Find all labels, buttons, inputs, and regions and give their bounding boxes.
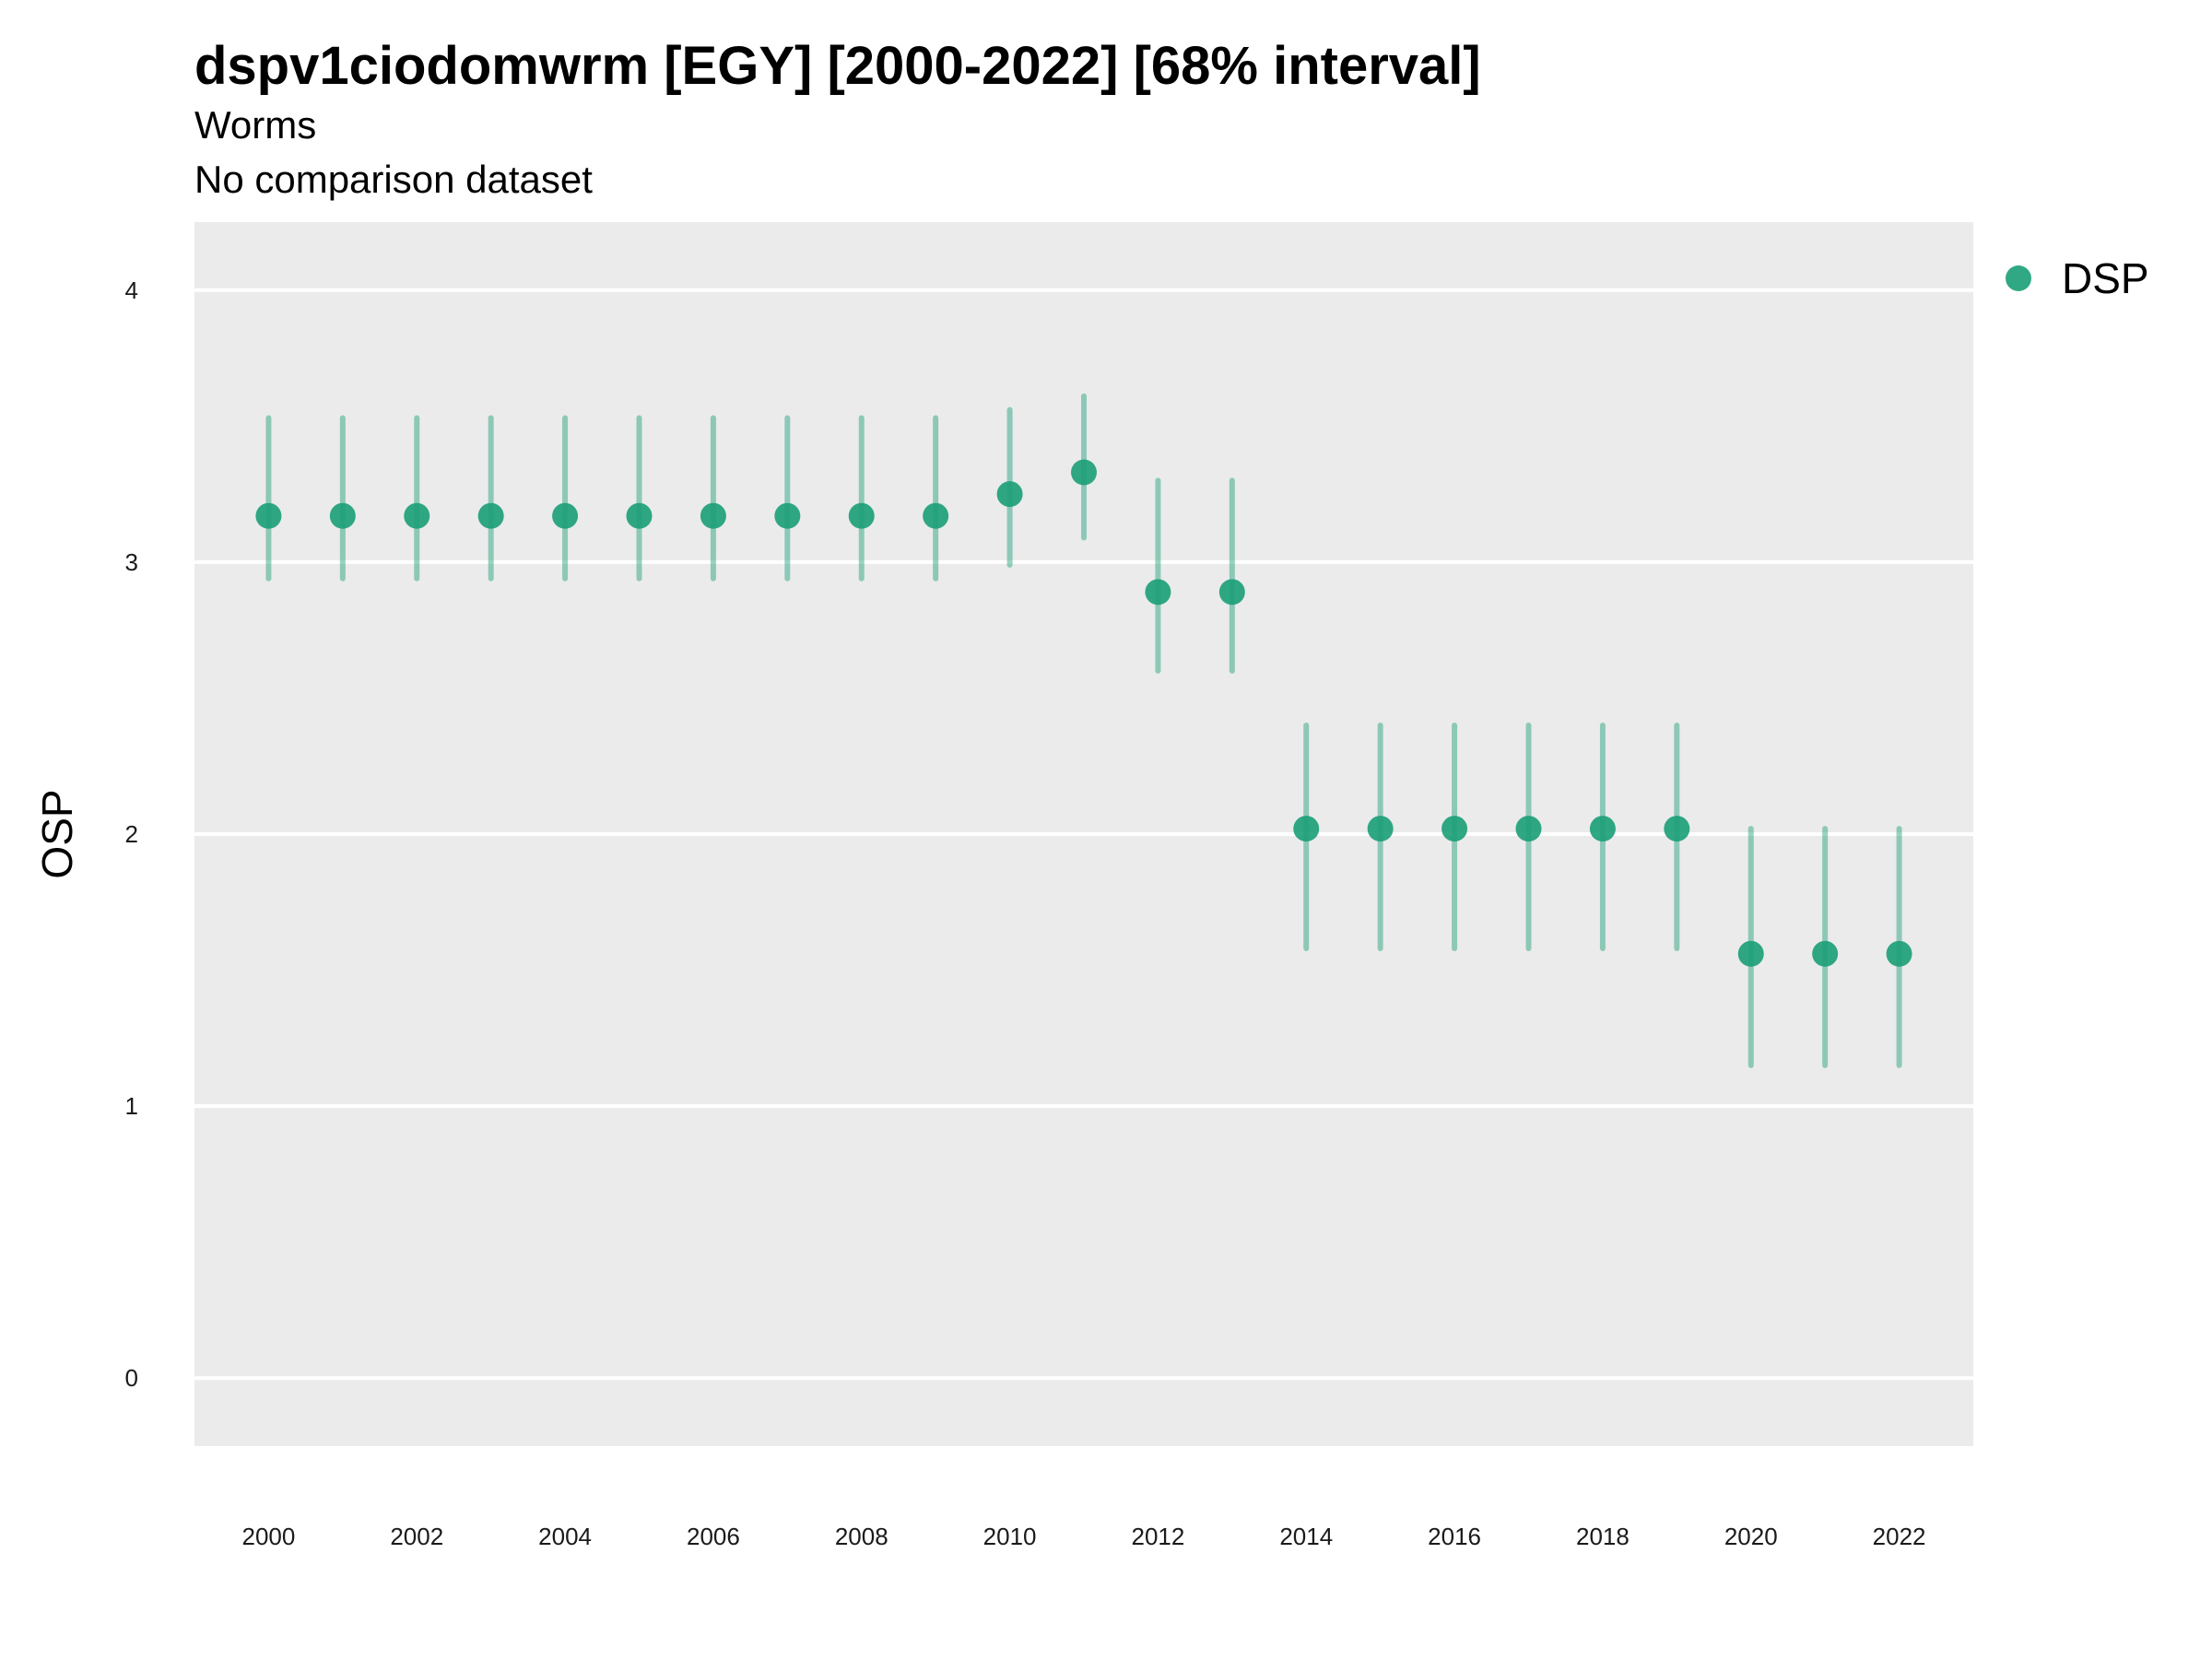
- x-tick-label-2000: 2000: [241, 1523, 295, 1550]
- x-tick-label-2004: 2004: [538, 1523, 592, 1550]
- data-point-2003: [477, 502, 504, 529]
- data-point-2021: [1812, 940, 1839, 967]
- x-tick-label-2008: 2008: [835, 1523, 888, 1550]
- data-point-2020: [1737, 940, 1764, 967]
- x-tick-label-2018: 2018: [1576, 1523, 1630, 1550]
- x-tick-label-2014: 2014: [1279, 1523, 1333, 1550]
- y-tick-label-0: 0: [125, 1364, 138, 1392]
- data-points: [255, 459, 1912, 967]
- data-point-2009: [923, 502, 949, 529]
- x-tick-label-2012: 2012: [1131, 1523, 1184, 1550]
- legend-label-dsp: DSP: [2062, 254, 2149, 302]
- data-point-2018: [1589, 816, 1616, 842]
- x-tick-label-2002: 2002: [390, 1523, 443, 1550]
- data-point-2013: [1218, 579, 1245, 606]
- y-axis-label: OSP: [33, 789, 81, 878]
- data-point-2017: [1515, 816, 1542, 842]
- data-point-2012: [1145, 579, 1171, 606]
- data-point-2019: [1664, 816, 1690, 842]
- data-point-2005: [626, 502, 653, 529]
- y-tick-label-4: 4: [125, 276, 138, 304]
- y-tick-label-2: 2: [125, 820, 138, 848]
- legend: DSP: [2006, 254, 2149, 302]
- legend-key-dsp: [2006, 265, 2031, 291]
- y-tick-label-3: 3: [125, 548, 138, 576]
- x-tick-label-2016: 2016: [1428, 1523, 1481, 1550]
- y-tick-labels: 0 1 2 3 4: [125, 276, 138, 1392]
- data-point-2010: [996, 481, 1023, 508]
- chart-title: dspv1ciodomwrm [EGY] [2000-2022] [68% in…: [194, 36, 1481, 96]
- data-point-2011: [1071, 459, 1097, 486]
- data-point-2001: [329, 502, 356, 529]
- data-point-2022: [1886, 940, 1912, 967]
- data-point-2000: [255, 502, 282, 529]
- data-point-2006: [700, 502, 726, 529]
- chart-subtitle: Worms: [194, 103, 317, 147]
- x-tick-label-2006: 2006: [687, 1523, 740, 1550]
- x-tick-labels: 2000 2002 2004 2006 2008 2010 2012 2014 2016 2018…: [241, 1523, 1925, 1550]
- data-point-2016: [1441, 816, 1468, 842]
- y-tick-label-1: 1: [125, 1092, 138, 1120]
- data-point-2015: [1367, 816, 1394, 842]
- interval-bars: [265, 393, 1902, 1068]
- x-tick-label-2020: 2020: [1724, 1523, 1778, 1550]
- data-point-2008: [848, 502, 875, 529]
- x-tick-label-2022: 2022: [1873, 1523, 1926, 1550]
- data-point-2004: [552, 502, 579, 529]
- data-point-2014: [1293, 816, 1320, 842]
- x-tick-label-2010: 2010: [983, 1523, 1037, 1550]
- data-point-2002: [404, 502, 430, 529]
- chart-caption: No comparison dataset: [194, 158, 593, 201]
- data-point-2007: [774, 502, 801, 529]
